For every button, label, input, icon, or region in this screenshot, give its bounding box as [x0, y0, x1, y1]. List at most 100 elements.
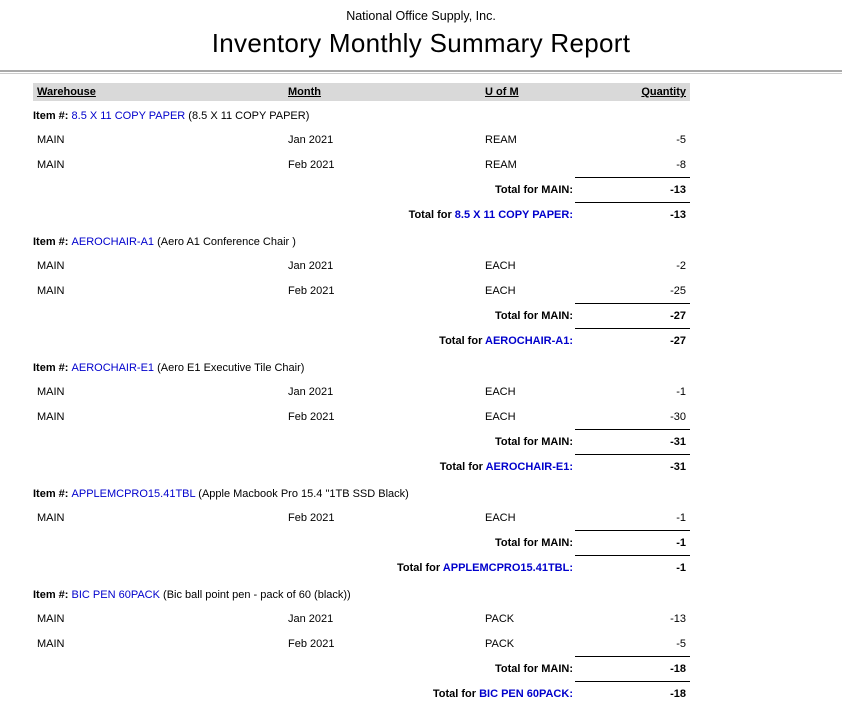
cell-month: Feb 2021 [288, 284, 335, 297]
cell-month: Feb 2021 [288, 410, 335, 423]
item-total-quantity: -13 [575, 202, 690, 227]
item-total-code: 8.5 X 11 COPY PAPER: [454, 208, 573, 221]
cell-month: Jan 2021 [288, 612, 334, 625]
cell-month: Jan 2021 [288, 259, 334, 272]
warehouse-total-quantity: -1 [575, 530, 690, 555]
item-total-code: BIC PEN 60PACK: [479, 687, 573, 700]
cell-uom: EACH [485, 511, 516, 524]
cell-uom: EACH [485, 259, 516, 272]
warehouse-total-label: Total for MAIN: [494, 435, 573, 448]
warehouse-total-quantity: -27 [575, 303, 690, 328]
warehouse-total-row: Total for MAIN: -18 [33, 656, 690, 681]
warehouse-total-row: Total for MAIN: -27 [33, 303, 690, 328]
item-total-quantity: -18 [575, 681, 690, 706]
item-number-label: Item #: [33, 110, 72, 122]
cell-month: Feb 2021 [288, 511, 335, 524]
item-header-row: Item #: 8.5 X 11 COPY PAPER (8.5 X 11 CO… [33, 102, 690, 127]
item-group: Item #: AEROCHAIR-A1 (Aero A1 Conference… [33, 228, 690, 353]
item-number-label: Item #: [33, 236, 72, 248]
warehouse-total-quantity: -18 [575, 656, 690, 681]
item-group: Item #: BIC PEN 60PACK (Bic ball point p… [33, 581, 690, 706]
col-header-quantity: Quantity [641, 86, 686, 98]
item-code: AEROCHAIR-A1 [71, 236, 155, 248]
cell-quantity: -5 [676, 637, 686, 650]
item-total-label: Total for AEROCHAIR-A1: [33, 335, 575, 347]
warehouse-total-row: Total for MAIN: -31 [33, 429, 690, 454]
item-total-row: Total for BIC PEN 60PACK: -18 [33, 681, 690, 706]
cell-uom: PACK [485, 612, 515, 625]
cell-quantity: -1 [676, 511, 686, 524]
table-row: MAIN Jan 2021 PACK -13 [33, 606, 690, 631]
cell-quantity: -30 [670, 410, 686, 423]
cell-warehouse: MAIN [37, 133, 65, 146]
table-row: MAIN Feb 2021 EACH -1 [33, 505, 690, 530]
item-total-prefix: Total for [408, 208, 455, 221]
item-code: APPLEMCPRO15.41TBL [71, 488, 196, 500]
cell-uom: EACH [485, 385, 516, 398]
item-total-row: Total for APPLEMCPRO15.41TBL: -1 [33, 555, 690, 580]
warehouse-total-label: Total for MAIN: [494, 309, 573, 322]
table-row: MAIN Jan 2021 EACH -1 [33, 379, 690, 404]
item-header-row: Item #: AEROCHAIR-E1 (Aero E1 Executive … [33, 354, 690, 379]
cell-quantity: -25 [670, 284, 686, 297]
item-code: BIC PEN 60PACK [71, 589, 160, 601]
col-header-uom: U of M [485, 86, 519, 98]
item-description: (Aero E1 Executive Tile Chair) [154, 362, 305, 374]
item-total-label: Total for 8.5 X 11 COPY PAPER: [33, 209, 575, 221]
table-row: MAIN Feb 2021 PACK -5 [33, 631, 690, 656]
table-row: MAIN Jan 2021 EACH -2 [33, 253, 690, 278]
item-total-quantity: -31 [575, 454, 690, 479]
cell-month: Jan 2021 [288, 385, 334, 398]
cell-warehouse: MAIN [37, 259, 65, 272]
item-total-quantity: -1 [575, 555, 690, 580]
item-description: (Apple Macbook Pro 15.4 "1TB SSD Black) [195, 488, 409, 500]
item-number-label: Item #: [33, 488, 72, 500]
cell-uom: REAM [485, 133, 517, 146]
item-group: Item #: APPLEMCPRO15.41TBL (Apple Macboo… [33, 480, 690, 580]
cell-uom: REAM [485, 158, 517, 171]
item-description: (8.5 X 11 COPY PAPER) [185, 110, 310, 122]
table-header-row: Warehouse Month U of M Quantity [33, 83, 690, 101]
cell-warehouse: MAIN [37, 612, 65, 625]
item-total-prefix: Total for [396, 561, 443, 574]
table-row: MAIN Feb 2021 EACH -30 [33, 404, 690, 429]
item-description: (Bic ball point pen - pack of 60 (black)… [159, 589, 351, 601]
item-total-code: AEROCHAIR-E1: [485, 460, 573, 473]
company-name: National Office Supply, Inc. [346, 9, 496, 23]
item-total-prefix: Total for [439, 334, 485, 347]
warehouse-total-label: Total for MAIN: [494, 183, 573, 196]
item-code: 8.5 X 11 COPY PAPER [71, 110, 186, 122]
item-total-label: Total for APPLEMCPRO15.41TBL: [33, 562, 575, 574]
cell-warehouse: MAIN [37, 158, 65, 171]
item-group: Item #: AEROCHAIR-E1 (Aero E1 Executive … [33, 354, 690, 479]
item-total-row: Total for AEROCHAIR-E1: -31 [33, 454, 690, 479]
item-description: (Aero A1 Conference Chair ) [154, 236, 296, 248]
item-total-row: Total for AEROCHAIR-A1: -27 [33, 328, 690, 353]
cell-uom: EACH [485, 284, 516, 297]
cell-month: Jan 2021 [288, 133, 334, 146]
item-group: Item #: 8.5 X 11 COPY PAPER (8.5 X 11 CO… [33, 102, 690, 227]
cell-warehouse: MAIN [37, 385, 65, 398]
cell-quantity: -2 [676, 259, 686, 272]
warehouse-total-label: Total for MAIN: [494, 536, 573, 549]
warehouse-total-quantity: -31 [575, 429, 690, 454]
item-total-prefix: Total for [439, 460, 486, 473]
cell-quantity: -8 [676, 158, 686, 171]
col-header-month: Month [288, 86, 321, 98]
warehouse-total-quantity: -13 [575, 177, 690, 202]
item-total-code: APPLEMCPRO15.41TBL: [442, 561, 573, 574]
table-row: MAIN Jan 2021 REAM -5 [33, 127, 690, 152]
item-total-row: Total for 8.5 X 11 COPY PAPER: -13 [33, 202, 690, 227]
item-total-code: AEROCHAIR-A1: [485, 334, 573, 347]
cell-quantity: -13 [670, 612, 686, 625]
item-header-row: Item #: BIC PEN 60PACK (Bic ball point p… [33, 581, 690, 606]
item-total-quantity: -27 [575, 328, 690, 353]
item-total-prefix: Total for [432, 687, 480, 700]
cell-quantity: -1 [676, 385, 686, 398]
cell-warehouse: MAIN [37, 637, 65, 650]
cell-uom: EACH [485, 410, 516, 423]
cell-uom: PACK [485, 637, 515, 650]
warehouse-total-row: Total for MAIN: -1 [33, 530, 690, 555]
cell-quantity: -5 [676, 133, 686, 146]
